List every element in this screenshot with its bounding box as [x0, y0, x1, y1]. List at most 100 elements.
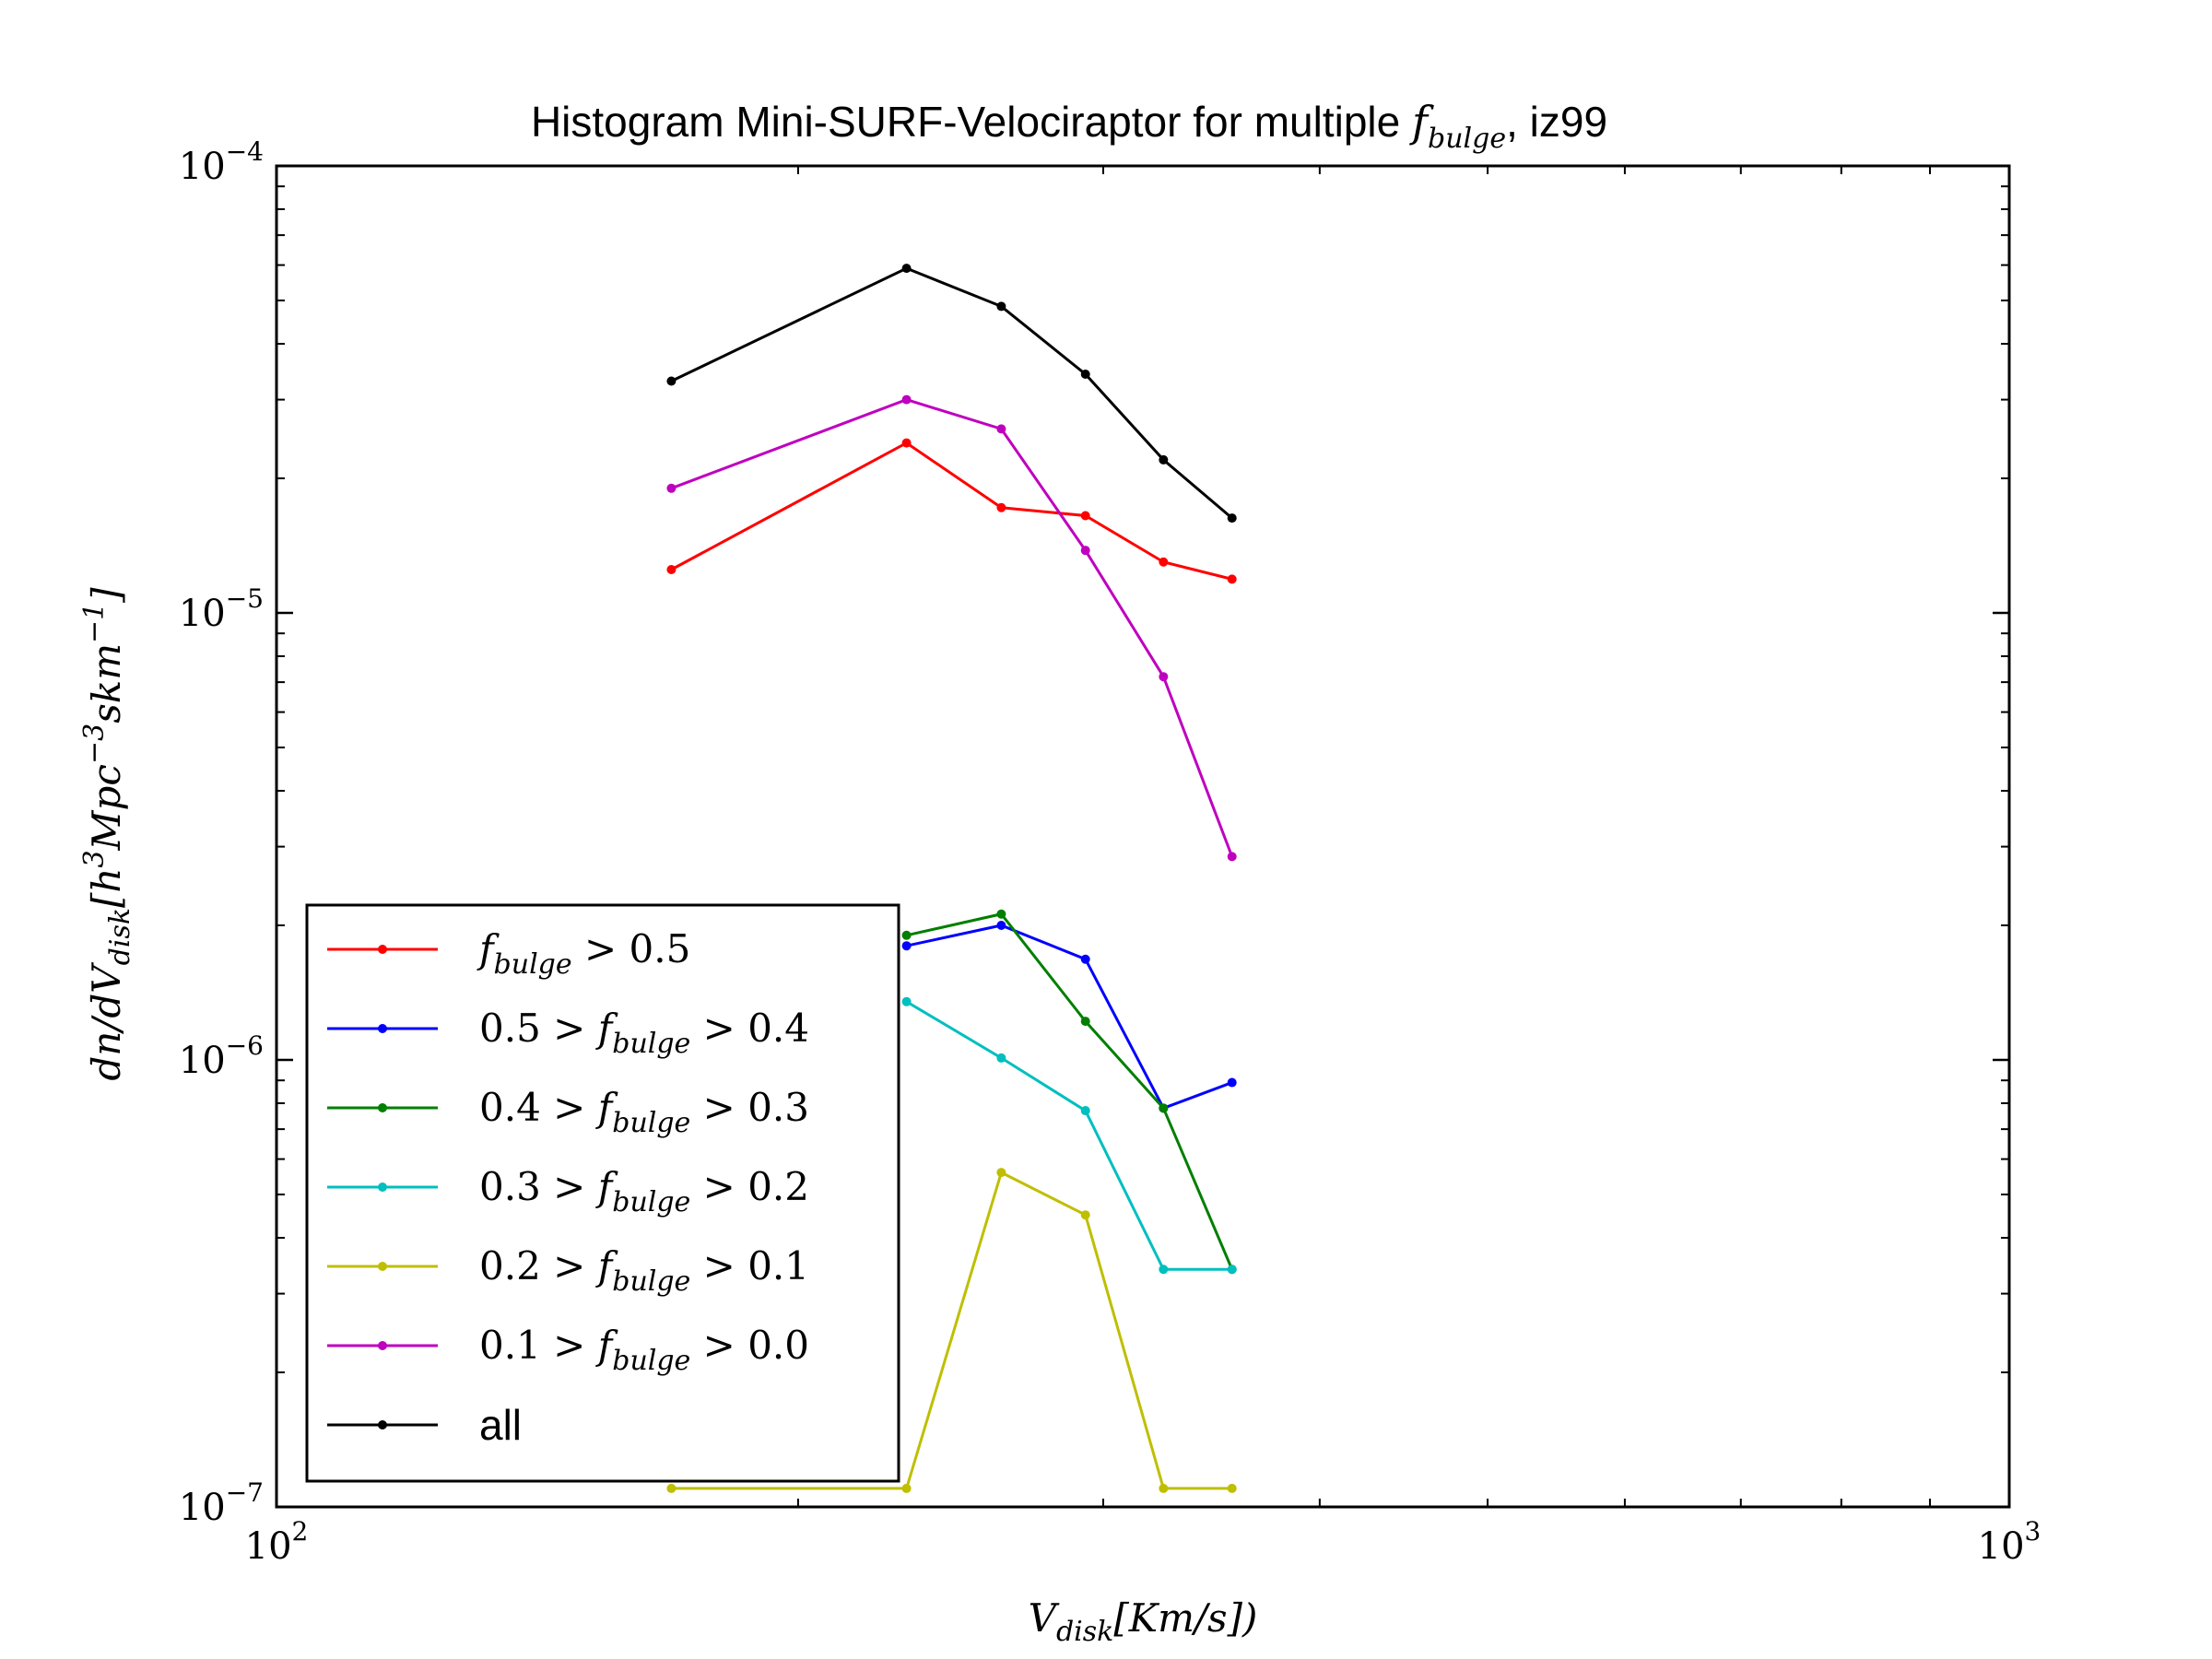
y-axis-label-a: dn/dV: [84, 962, 129, 1081]
legend-label: 0.2 > fbulge > 0.1: [479, 1243, 809, 1298]
y-tick-base: 10: [179, 146, 226, 188]
x-axis-label: Vdisk[Km/s]): [1029, 1595, 1258, 1648]
legend-suffix: > 0.2: [690, 1164, 809, 1209]
data-point: [901, 941, 912, 951]
data-point: [1080, 511, 1090, 521]
legend-math-sub: bulge: [612, 1186, 690, 1218]
chart-title-prefix: Histogram Mini-SURF-Velociraptor for mul…: [531, 98, 1412, 146]
legend-suffix: > 0.0: [690, 1323, 809, 1368]
x-tick-label: 102: [245, 1516, 309, 1568]
y-axis-label-b: [h: [84, 868, 129, 908]
data-point: [1227, 852, 1237, 862]
legend-swatch-marker: [378, 945, 387, 954]
x-tick-base: 10: [245, 1525, 292, 1568]
y-tick-base: 10: [179, 1487, 226, 1529]
x-tick-exp: 3: [2025, 1516, 2041, 1547]
series-line: [670, 441, 1233, 581]
legend-math-sub: bulge: [612, 1265, 690, 1298]
legend-prefix: 0.1 >: [479, 1323, 598, 1368]
legend-swatch-marker: [378, 1024, 387, 1033]
data-point: [996, 424, 1006, 434]
data-point: [1159, 557, 1169, 567]
data-point: [996, 301, 1006, 312]
x-axis-label-sub: disk: [1056, 1616, 1113, 1648]
data-point: [1227, 1265, 1237, 1275]
data-point: [901, 1483, 912, 1493]
legend-swatch-marker: [378, 1341, 387, 1350]
y-axis-label-sup3: −1: [78, 603, 111, 643]
y-tick-exp: −6: [226, 1030, 264, 1061]
legend-label: all: [479, 1401, 522, 1449]
data-point: [901, 264, 912, 274]
y-tick-exp: −5: [226, 583, 264, 614]
y-tick-label: 10−5: [179, 583, 264, 635]
y-tick-label: 10−6: [179, 1030, 264, 1082]
y-tick-base: 10: [179, 593, 226, 635]
series-6: [666, 264, 1237, 524]
y-tick-exp: −4: [226, 136, 264, 167]
series-4: [666, 1168, 1237, 1493]
data-point: [1159, 1483, 1169, 1493]
series-line: [670, 398, 1234, 857]
data-point: [1080, 954, 1090, 964]
x-tick-label: 103: [1978, 1516, 2041, 1568]
data-point: [901, 930, 912, 940]
data-point: [666, 564, 677, 574]
data-point: [1080, 546, 1090, 556]
chart-title-math-sub: bulge: [1428, 123, 1506, 155]
data-point: [1159, 454, 1169, 465]
minor-ticks: [276, 166, 2009, 1507]
major-ticks: [275, 164, 2011, 1509]
chart-title: Histogram Mini-SURF-Velociraptor for mul…: [531, 97, 1607, 155]
series-line: [671, 1170, 1232, 1490]
data-point: [1159, 1265, 1169, 1275]
x-tick-exp: 2: [292, 1516, 309, 1547]
y-axis-label-d: skm: [84, 643, 129, 724]
data-point: [1227, 1077, 1237, 1088]
legend-prefix: 0.4 >: [479, 1085, 598, 1130]
legend-suffix: > 0.4: [690, 1006, 809, 1051]
x-tick-base: 10: [1978, 1525, 2025, 1568]
data-point: [1227, 513, 1237, 524]
legend: fbulge > 0.5 0.5 > fbulge > 0.4 0.4 > fbul…: [305, 903, 900, 1483]
data-point: [1227, 1483, 1237, 1493]
data-point: [996, 502, 1006, 512]
legend-entry: 0.1 > fbulge > 0.0: [327, 1323, 809, 1377]
legend-suffix: > 0.1: [690, 1243, 809, 1288]
series-5: [666, 394, 1237, 862]
legend-box: [305, 903, 900, 1483]
series-3: [901, 996, 1237, 1275]
legend-label: 0.1 > fbulge > 0.0: [479, 1323, 809, 1377]
data-point: [996, 909, 1006, 919]
legend-swatch-marker: [378, 1262, 387, 1271]
data-point: [1080, 369, 1090, 379]
data-point: [901, 394, 912, 405]
legend-suffix: > 0.5: [572, 926, 691, 971]
data-point: [901, 996, 912, 1006]
legend-swatch-marker: [378, 1420, 387, 1430]
data-point: [666, 1483, 677, 1493]
legend-label: 0.3 > fbulge > 0.2: [479, 1164, 809, 1218]
legend-swatch-marker: [378, 1103, 387, 1112]
legend-prefix: 0.2 >: [479, 1243, 598, 1288]
legend-label: 0.5 > fbulge > 0.4: [479, 1006, 809, 1060]
data-point: [996, 921, 1006, 931]
data-point: [996, 1168, 1006, 1178]
y-tick-exp: −7: [226, 1477, 264, 1508]
y-axis-label-e: ]: [84, 587, 129, 604]
data-point: [1227, 574, 1237, 584]
x-axis-label-main: V: [1029, 1595, 1060, 1641]
legend-swatch-marker: [378, 1182, 387, 1192]
legend-entries: fbulge > 0.5 0.5 > fbulge > 0.4 0.4 > fbul…: [327, 926, 809, 1449]
chart-title-suffix: , iz99: [1506, 98, 1607, 146]
data-point: [666, 483, 677, 493]
y-tick-base: 10: [179, 1040, 226, 1082]
series-layer: [666, 264, 1237, 1493]
data-point: [1159, 1103, 1169, 1113]
legend-entry: all: [327, 1401, 522, 1449]
legend-math-sub: bulge: [494, 948, 572, 981]
x-axis-label-rest: [Km/s]): [1113, 1595, 1257, 1641]
data-point: [1080, 1106, 1090, 1116]
